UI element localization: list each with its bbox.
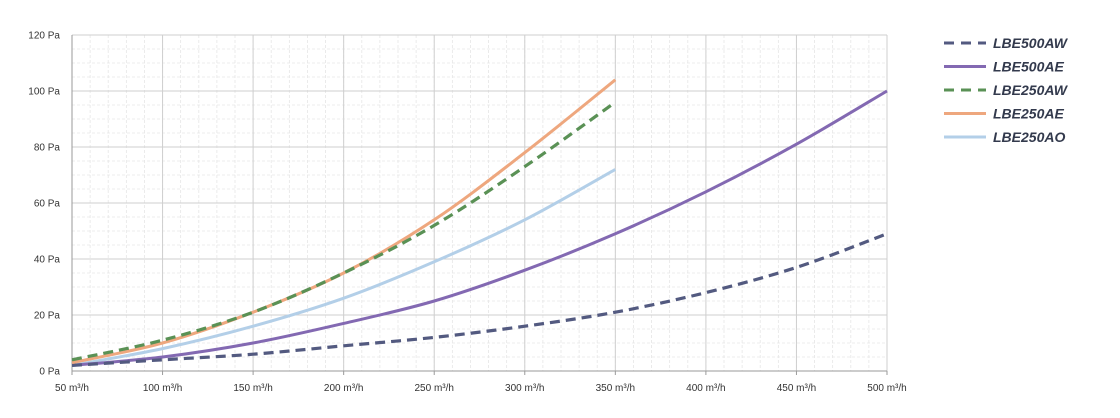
y-tick-label: 80 Pa bbox=[34, 143, 61, 154]
x-tick-label: 300 m³/h bbox=[505, 383, 544, 394]
x-tick-label: 100 m³/h bbox=[143, 383, 182, 394]
legend-label-lbe250aw: LBE250AW bbox=[993, 82, 1069, 98]
x-tick-label: 150 m³/h bbox=[233, 383, 272, 394]
series-line-lbe250ao bbox=[71, 168, 617, 367]
y-tick-label: 100 Pa bbox=[28, 87, 60, 98]
legend: LBE500AW LBE500AE LBE250AW LBE250AE LBE250AO bbox=[944, 35, 1069, 145]
y-tick-label: 0 Pa bbox=[39, 367, 60, 378]
series-line-lbe250aw bbox=[71, 100, 617, 362]
legend-label-lbe500aw: LBE500AW bbox=[993, 35, 1069, 51]
y-tick-label: 60 Pa bbox=[34, 199, 61, 210]
legend-label-lbe250ao: LBE250AO bbox=[993, 129, 1065, 145]
series-line-lbe500ae bbox=[71, 89, 888, 367]
series-line-lbe500aw bbox=[71, 232, 888, 367]
x-tick-label: 400 m³/h bbox=[686, 383, 725, 394]
x-tick-label: 50 m³/h bbox=[55, 383, 89, 394]
x-tick-label: 200 m³/h bbox=[324, 383, 363, 394]
series-lines bbox=[71, 78, 888, 367]
legend-label-lbe250ae: LBE250AE bbox=[993, 106, 1064, 122]
x-tick-label: 250 m³/h bbox=[414, 383, 453, 394]
x-tick-label: 500 m³/h bbox=[867, 383, 906, 394]
legend-label-lbe500ae: LBE500AE bbox=[993, 59, 1064, 75]
grid bbox=[71, 34, 888, 372]
y-tick-label: 120 Pa bbox=[28, 31, 60, 42]
x-tick-label: 350 m³/h bbox=[596, 383, 635, 394]
y-tick-label: 40 Pa bbox=[34, 255, 61, 266]
y-tick-label: 20 Pa bbox=[34, 311, 61, 322]
axes: 50 m³/h 100 m³/h 150 m³/h 200 m³/h 250 m³/h 3… bbox=[28, 31, 906, 395]
x-tick-label: 450 m³/h bbox=[777, 383, 816, 394]
